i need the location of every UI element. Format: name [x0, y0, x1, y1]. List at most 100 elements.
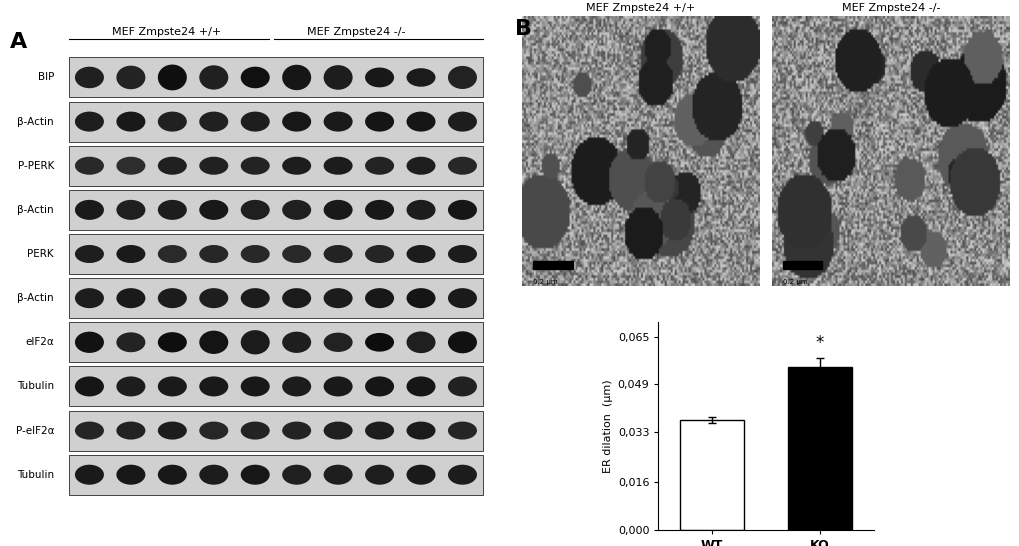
FancyBboxPatch shape [68, 455, 483, 495]
Ellipse shape [323, 65, 353, 90]
Ellipse shape [199, 422, 228, 440]
Ellipse shape [199, 331, 228, 354]
Ellipse shape [158, 376, 186, 396]
Text: P-eIF2α: P-eIF2α [15, 425, 54, 436]
Ellipse shape [365, 376, 393, 396]
FancyBboxPatch shape [68, 411, 483, 450]
Ellipse shape [240, 67, 269, 88]
Title: MEF Zmpste24 -/-: MEF Zmpste24 -/- [841, 3, 940, 13]
Ellipse shape [74, 465, 104, 485]
Ellipse shape [199, 111, 228, 132]
Ellipse shape [158, 465, 186, 485]
Text: β-Actin: β-Actin [17, 205, 54, 215]
Ellipse shape [407, 465, 435, 485]
Text: β-Actin: β-Actin [17, 117, 54, 127]
Ellipse shape [116, 111, 146, 132]
Text: MEF Zmpste24 -/-: MEF Zmpste24 -/- [307, 27, 406, 37]
Ellipse shape [240, 200, 269, 220]
Text: PERK: PERK [28, 249, 54, 259]
Ellipse shape [116, 333, 146, 352]
Ellipse shape [199, 245, 228, 263]
Ellipse shape [323, 157, 353, 175]
FancyBboxPatch shape [68, 366, 483, 406]
Ellipse shape [74, 331, 104, 353]
Ellipse shape [323, 200, 353, 220]
Text: 0.2 μm: 0.2 μm [782, 280, 807, 286]
Bar [680, 420, 744, 530]
Ellipse shape [158, 157, 186, 175]
Ellipse shape [407, 68, 435, 87]
Ellipse shape [323, 422, 353, 440]
Ellipse shape [447, 245, 477, 263]
Ellipse shape [447, 157, 477, 175]
Ellipse shape [74, 67, 104, 88]
Ellipse shape [323, 465, 353, 485]
Ellipse shape [447, 200, 477, 220]
Ellipse shape [447, 376, 477, 396]
Ellipse shape [447, 331, 477, 353]
Ellipse shape [74, 288, 104, 308]
Ellipse shape [74, 200, 104, 220]
Ellipse shape [407, 245, 435, 263]
Ellipse shape [323, 111, 353, 132]
Ellipse shape [282, 422, 311, 440]
FancyBboxPatch shape [68, 234, 483, 274]
Text: B: B [515, 19, 532, 39]
Ellipse shape [240, 330, 269, 354]
Text: Tubulin: Tubulin [17, 382, 54, 391]
Ellipse shape [365, 111, 393, 132]
Text: P-PERK: P-PERK [17, 161, 54, 171]
Ellipse shape [158, 245, 186, 263]
Ellipse shape [199, 465, 228, 485]
Ellipse shape [365, 68, 393, 87]
Bar [787, 366, 851, 530]
Text: β-Actin: β-Actin [17, 293, 54, 303]
FancyBboxPatch shape [68, 102, 483, 141]
Ellipse shape [240, 111, 269, 132]
Ellipse shape [447, 288, 477, 308]
Text: *: * [815, 334, 823, 352]
Ellipse shape [323, 288, 353, 308]
Ellipse shape [199, 157, 228, 175]
Bar [533, 260, 573, 269]
Ellipse shape [158, 288, 186, 308]
Ellipse shape [74, 422, 104, 440]
Bar [782, 260, 821, 269]
Ellipse shape [365, 288, 393, 308]
Ellipse shape [323, 245, 353, 263]
Ellipse shape [158, 64, 186, 91]
Ellipse shape [199, 376, 228, 396]
Ellipse shape [116, 465, 146, 485]
Ellipse shape [282, 200, 311, 220]
Ellipse shape [447, 111, 477, 132]
Ellipse shape [116, 245, 146, 263]
FancyBboxPatch shape [68, 146, 483, 186]
Ellipse shape [158, 111, 186, 132]
Y-axis label: ER dilation  (μm): ER dilation (μm) [603, 379, 612, 473]
Ellipse shape [158, 332, 186, 352]
FancyBboxPatch shape [68, 190, 483, 230]
Ellipse shape [240, 157, 269, 175]
Text: MEF Zmpste24 +/+: MEF Zmpste24 +/+ [111, 27, 221, 37]
Ellipse shape [447, 465, 477, 485]
Ellipse shape [116, 200, 146, 220]
Ellipse shape [365, 333, 393, 352]
Ellipse shape [116, 66, 146, 89]
Title: MEF Zmpste24 +/+: MEF Zmpste24 +/+ [586, 3, 695, 13]
Ellipse shape [407, 288, 435, 308]
Ellipse shape [365, 422, 393, 440]
Ellipse shape [447, 422, 477, 440]
Ellipse shape [199, 66, 228, 90]
Ellipse shape [282, 65, 311, 90]
Ellipse shape [240, 422, 269, 440]
Ellipse shape [199, 288, 228, 308]
Ellipse shape [407, 422, 435, 440]
Text: eIF2α: eIF2α [25, 337, 54, 347]
Ellipse shape [407, 200, 435, 220]
Ellipse shape [365, 200, 393, 220]
Ellipse shape [74, 245, 104, 263]
Ellipse shape [282, 245, 311, 263]
Ellipse shape [116, 422, 146, 440]
Ellipse shape [74, 376, 104, 396]
Ellipse shape [282, 288, 311, 308]
